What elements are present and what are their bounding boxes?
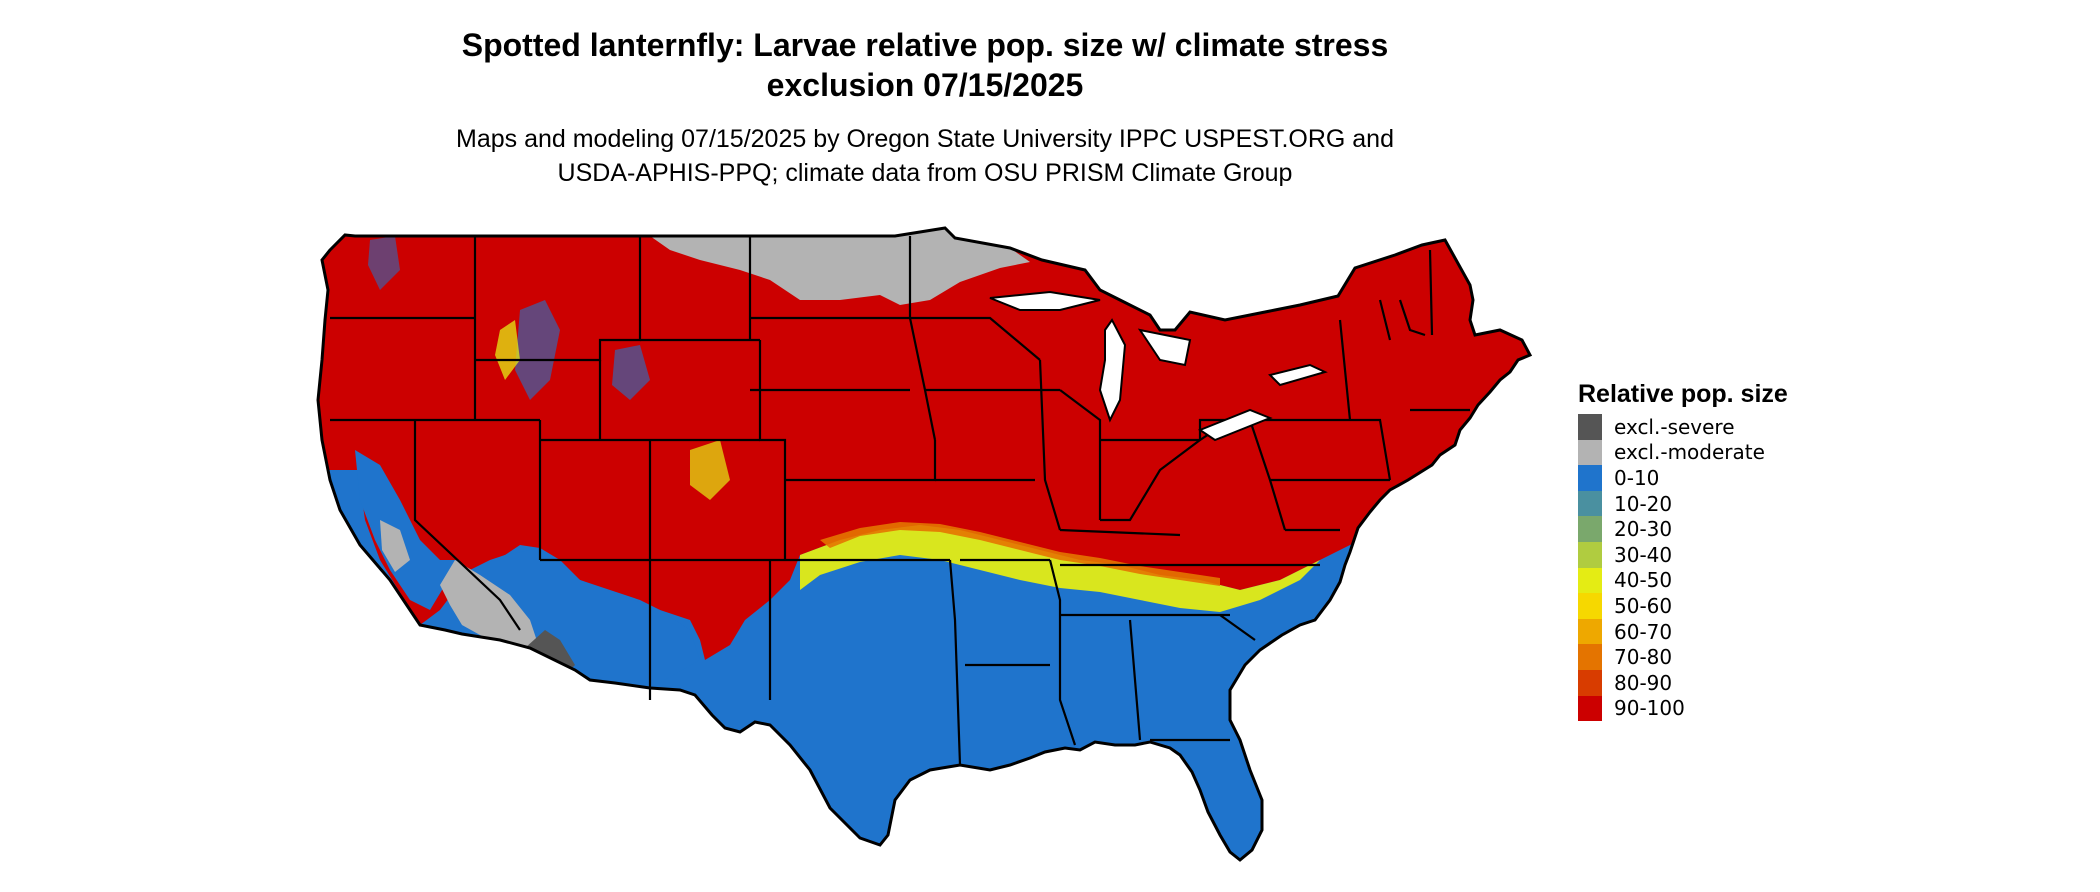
map-title-line1: Spotted lanternfly: Larvae relative pop.… [461, 27, 1389, 63]
legend-item: 50-60 [1578, 593, 1878, 619]
state-borders [330, 236, 1470, 766]
map-subtitle-line2: USDA-APHIS-PPQ; climate data from OSU PR… [557, 159, 1293, 187]
legend-label: 90-100 [1614, 696, 1685, 721]
legend-label: 0-10 [1614, 465, 1660, 490]
legend-item: 70-80 [1578, 644, 1878, 670]
legend-swatch [1578, 465, 1602, 491]
legend-item: 20-30 [1578, 516, 1878, 542]
legend-item: 40-50 [1578, 567, 1878, 594]
legend-swatch [1578, 439, 1602, 466]
legend-title: Relative pop. size [1578, 380, 1788, 408]
region-orange-band [820, 522, 1220, 586]
legend-label: 40-50 [1614, 568, 1673, 593]
region-california-blue [355, 450, 460, 610]
legend-label: 30-40 [1614, 542, 1673, 567]
legend-items: excl.-severe excl.-moderate 0-10 10-20 20-30… [1578, 414, 1878, 722]
region-mountain-patch-4 [690, 440, 730, 500]
map-title-line2: exclusion 07/15/2025 [766, 67, 1084, 103]
legend-swatch [1578, 414, 1602, 440]
map-subtitle-line1: Maps and modeling 07/15/2025 by Oregon S… [456, 125, 1394, 153]
legend-label: excl.-severe [1614, 414, 1735, 439]
region-mountain-patch-3 [612, 345, 650, 400]
legend-swatch [1578, 567, 1602, 594]
legend-item: 0-10 [1578, 465, 1878, 491]
region-grey-southwest [440, 560, 540, 658]
region-mountain-patch-1 [515, 300, 560, 400]
legend-label: 50-60 [1614, 593, 1673, 618]
legend-item: 10-20 [1578, 490, 1878, 517]
region-southwest-blue [445, 548, 700, 688]
legend-item: excl.-severe [1578, 414, 1878, 440]
legend-swatch [1578, 541, 1602, 568]
legend-swatch [1578, 644, 1602, 670]
legend-swatch [1578, 490, 1602, 517]
legend-item: 90-100 [1578, 695, 1878, 722]
legend-label: 10-20 [1614, 491, 1673, 516]
legend-item: 80-90 [1578, 669, 1878, 696]
legend-label: excl.-moderate [1614, 440, 1765, 465]
legend-swatch [1578, 695, 1602, 722]
region-red-north [318, 228, 1530, 660]
legend-swatch [1578, 593, 1602, 619]
legend-label: 60-70 [1614, 619, 1673, 644]
legend-label: 20-30 [1614, 517, 1673, 542]
legend-item: excl.-moderate [1578, 439, 1878, 466]
legend-label: 80-90 [1614, 670, 1673, 695]
great-lakes [989, 290, 1328, 442]
region-mountain-patch-5 [368, 236, 400, 290]
legend-item: 30-40 [1578, 541, 1878, 568]
region-grey-north [650, 228, 1030, 305]
legend-swatch [1578, 516, 1602, 542]
region-grey-southwest-2 [380, 520, 410, 572]
legend: Relative pop. size excl.-severe excl.-mod… [1578, 378, 1878, 722]
region-yellow-band [800, 525, 1320, 612]
legend-swatch [1578, 669, 1602, 696]
region-mountain-patch-2 [495, 320, 520, 380]
legend-item: 60-70 [1578, 618, 1878, 645]
legend-label: 70-80 [1614, 645, 1673, 670]
legend-swatch [1578, 618, 1602, 645]
